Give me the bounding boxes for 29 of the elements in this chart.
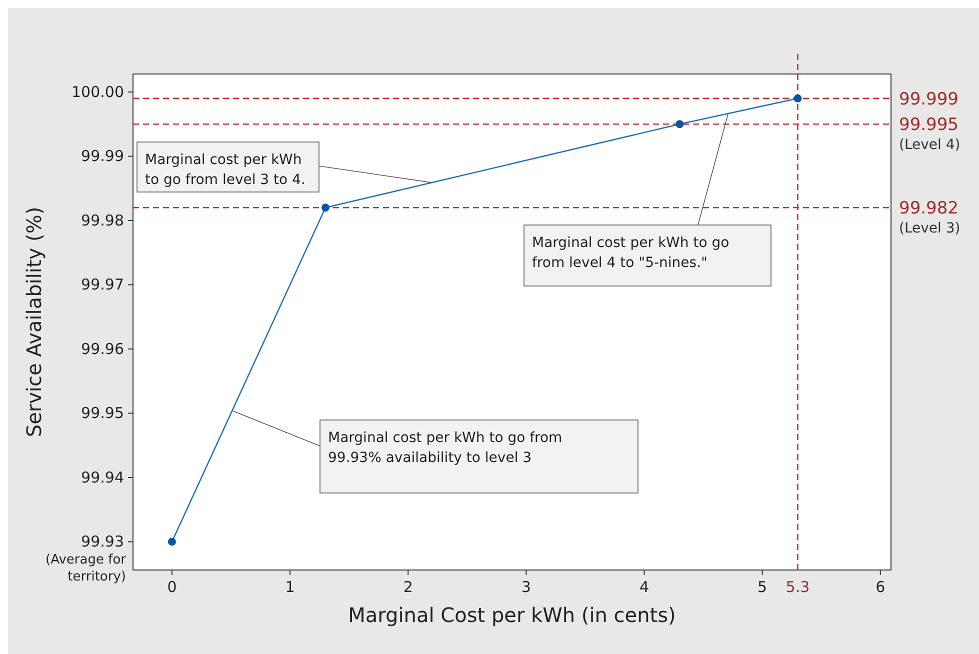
point (168, 538, 176, 546)
point (794, 94, 802, 102)
y-tick-label: 99.95 (81, 404, 124, 422)
y-axis-title: Service Availability (%) (22, 206, 46, 438)
annotation: Marginal cost per kWh to go from level 4 to "5-nines." (532, 235, 730, 271)
y-tick-label: 99.99 (81, 147, 124, 166)
x-tick-label: 5 (758, 578, 768, 596)
y-tick-label: 99.97 (81, 276, 124, 294)
ref-line-label: 5.3 (786, 578, 810, 596)
x-tick-label: 0 (167, 578, 177, 596)
y-tick-label: 99.98 (81, 211, 124, 230)
x-tick-label: 2 (403, 578, 413, 596)
point (676, 120, 684, 128)
x-tick-label: 4 (639, 578, 650, 596)
annotation: Marginal cost per kWh to go from 99.93% availability to level 3 (328, 430, 562, 466)
annotation: Marginal cost per kWh to go from level 3 to 4. (145, 152, 306, 188)
y-tick-label: 99.93 (81, 532, 124, 551)
y-tick-label: 100.00 (72, 82, 124, 101)
ref-line-label: 99.999 (899, 89, 958, 110)
text: (Average for territory) (46, 552, 127, 585)
x-tick-label: 3 (521, 578, 531, 596)
ref-line-label: 99.995 (Level 4) (899, 115, 960, 154)
y-tick-label: 99.94 (81, 468, 124, 486)
point (321, 204, 330, 212)
y-tick-label: 99.96 (81, 340, 124, 358)
x-tick-label: 1 (285, 578, 295, 596)
ref-line-label: 99.982 (Level 3) (899, 198, 960, 237)
x-axis-title: Marginal Cost per kWh (in cents) (348, 603, 676, 627)
x-tick-label: 6 (876, 578, 886, 596)
